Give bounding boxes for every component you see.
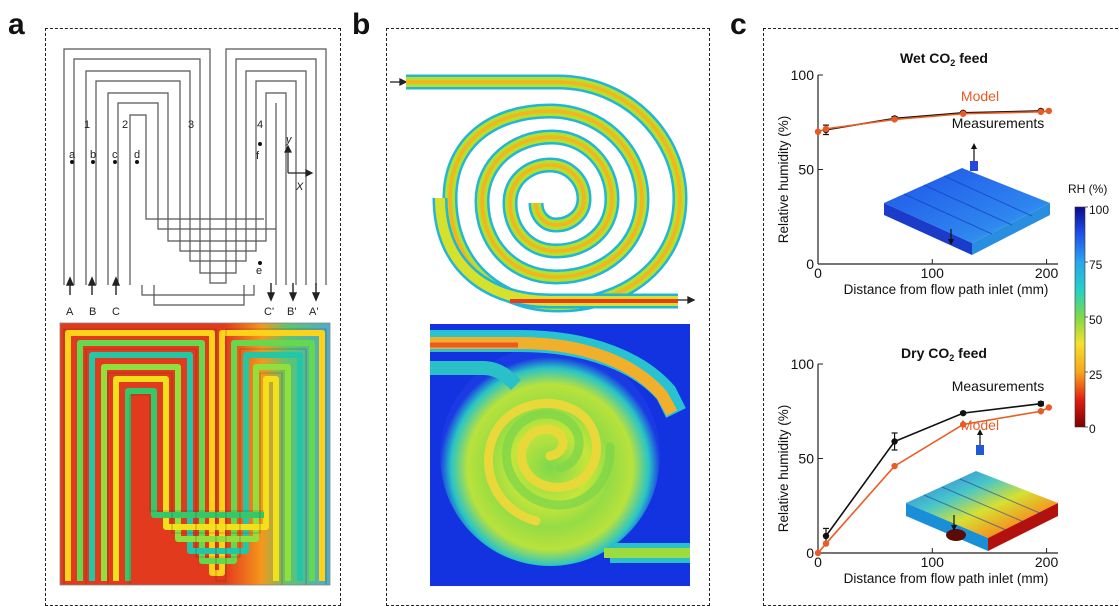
model-point: [814, 128, 822, 135]
sensor-label-f: f: [256, 150, 260, 162]
outlet-arrow: [678, 295, 696, 305]
port-label-B: B: [89, 306, 96, 318]
model-point: [1045, 404, 1053, 411]
colorbar: RH (%) 100 75 50 25 0: [1068, 182, 1109, 436]
panel-a-figure: 1 2 3 4 a b c d e f A B C C' B' A' y X: [59, 48, 331, 586]
y-tick-label: 100: [791, 67, 815, 83]
measurement-point: [891, 438, 898, 445]
rh-simulation-zoom-b: [430, 324, 690, 586]
y-tick-label: 50: [798, 451, 814, 467]
measurement-point: [959, 409, 967, 417]
spiral-channel: [406, 74, 688, 313]
y-tick-label: 100: [791, 356, 815, 372]
model-point: [1037, 108, 1045, 116]
y-tick-label: 0: [806, 545, 814, 561]
x-tick-label: 100: [921, 265, 945, 281]
panel-letter-c: c: [730, 8, 747, 41]
colorbar-title: RH (%): [1068, 182, 1107, 196]
sensor-label-c: c: [112, 149, 118, 161]
measurement-line: [825, 402, 1041, 537]
channel-number-4: 4: [257, 119, 263, 131]
y-axis-label: Relative humidity (%): [776, 116, 791, 244]
port-label-B-prime: B': [287, 306, 296, 318]
model-point: [959, 110, 967, 117]
model-point: [1045, 107, 1053, 115]
channel-number-1: 1: [84, 119, 90, 131]
y-tick-label: 0: [806, 256, 814, 272]
panel-letter-a: a: [8, 8, 25, 41]
measurement-label: Measurements: [952, 115, 1045, 131]
port-label-C-prime: C': [264, 306, 274, 318]
channel-number-3: 3: [188, 119, 194, 131]
model-point: [891, 462, 898, 470]
measurement-label: Measurements: [952, 378, 1045, 394]
flow-field-schematic: [63, 48, 327, 306]
measurement-point: [1037, 400, 1045, 407]
model-label: Model: [961, 417, 999, 433]
port-arrows: [65, 276, 321, 302]
model-point: [891, 116, 898, 123]
rh-simulation-map-a: [59, 322, 331, 586]
inlet-arrow: [390, 77, 408, 87]
sensor-label-b: b: [90, 149, 96, 161]
sensor-label-d: d: [134, 149, 140, 161]
x-tick-label: 100: [921, 554, 945, 570]
model-point: [822, 540, 830, 547]
sensor-label-a: a: [69, 149, 76, 161]
coordinate-axes-icon: [284, 144, 314, 177]
model-block-dry: [906, 429, 1058, 551]
model-point: [959, 421, 967, 428]
panel-b-figure: [390, 74, 696, 586]
sensor-dots: [70, 142, 262, 265]
model-point: [1037, 408, 1045, 415]
colorbar-tick-25: 25: [1089, 368, 1103, 382]
model-point: [822, 125, 830, 133]
x-tick-label: 0: [814, 554, 822, 570]
model-label: Model: [961, 88, 999, 104]
x-tick-label: 200: [1035, 554, 1059, 570]
sensor-label-e: e: [256, 265, 262, 277]
measurement-point: [822, 532, 830, 540]
y-axis-label: Relative humidity (%): [776, 405, 791, 533]
y-tick-label: 50: [798, 162, 814, 178]
port-label-C: C: [112, 306, 120, 318]
colorbar-tick-0: 0: [1089, 422, 1096, 436]
axis-label-y: y: [285, 134, 293, 146]
x-tick-label: 0: [814, 265, 822, 281]
chart-title-dry: Dry CO2 feed: [901, 345, 987, 363]
x-tick-label: 200: [1035, 265, 1059, 281]
port-label-A-prime: A': [309, 306, 318, 318]
model-point: [814, 549, 822, 557]
x-axis-label: Distance from flow path inlet (mm): [844, 571, 1049, 586]
panel-letter-b: b: [352, 8, 371, 41]
colorbar-tick-75: 75: [1089, 258, 1103, 272]
chart-title-wet: Wet CO2 feed: [900, 50, 988, 68]
colorbar-tick-50: 50: [1089, 313, 1103, 327]
model-block-wet: [884, 143, 1050, 255]
axis-label-x: X: [295, 181, 304, 193]
port-label-A: A: [66, 306, 74, 318]
colorbar-tick-100: 100: [1089, 203, 1109, 217]
x-axis-label: Distance from flow path inlet (mm): [844, 282, 1049, 297]
channel-number-2: 2: [122, 119, 128, 131]
